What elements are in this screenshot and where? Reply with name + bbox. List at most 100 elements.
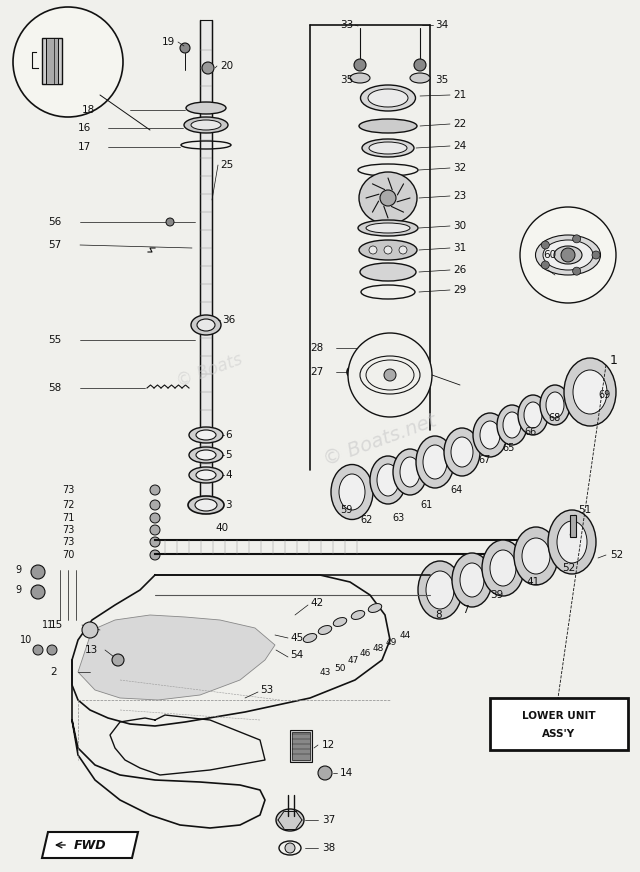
Bar — [200, 20, 212, 510]
Text: 47: 47 — [348, 656, 360, 664]
Text: 52: 52 — [610, 550, 623, 560]
Circle shape — [202, 62, 214, 74]
Circle shape — [561, 248, 575, 262]
Text: 28: 28 — [310, 343, 323, 353]
Ellipse shape — [522, 538, 550, 574]
Ellipse shape — [191, 120, 221, 130]
Circle shape — [380, 190, 396, 206]
Ellipse shape — [359, 172, 417, 224]
Circle shape — [573, 267, 580, 276]
Text: 44: 44 — [400, 630, 412, 639]
Circle shape — [520, 207, 616, 303]
Ellipse shape — [546, 392, 564, 418]
Ellipse shape — [359, 240, 417, 260]
Ellipse shape — [197, 319, 215, 331]
Text: 16: 16 — [78, 123, 92, 133]
Ellipse shape — [423, 445, 447, 479]
Text: 26: 26 — [453, 265, 467, 275]
Bar — [290, 730, 312, 762]
Ellipse shape — [480, 421, 500, 449]
Text: 23: 23 — [453, 191, 467, 201]
Text: 43: 43 — [320, 667, 332, 677]
Ellipse shape — [195, 499, 217, 511]
Text: LOWER UNIT: LOWER UNIT — [522, 711, 596, 721]
Text: 51: 51 — [578, 505, 591, 515]
Text: 21: 21 — [453, 90, 467, 100]
Circle shape — [285, 843, 295, 853]
Text: 8: 8 — [435, 610, 442, 620]
Text: 36: 36 — [222, 315, 236, 325]
Text: 11: 11 — [42, 620, 54, 630]
Ellipse shape — [276, 809, 304, 831]
Circle shape — [150, 485, 160, 495]
Text: 9: 9 — [15, 585, 21, 595]
Ellipse shape — [564, 358, 616, 426]
Ellipse shape — [318, 625, 332, 635]
Text: 32: 32 — [453, 163, 467, 173]
Ellipse shape — [347, 363, 377, 381]
Ellipse shape — [189, 447, 223, 463]
Text: 15: 15 — [50, 620, 63, 630]
Ellipse shape — [368, 603, 381, 612]
Text: 25: 25 — [220, 160, 233, 170]
Ellipse shape — [186, 102, 226, 114]
Text: ASS'Y: ASS'Y — [543, 729, 575, 739]
Text: 17: 17 — [78, 142, 92, 152]
Ellipse shape — [377, 464, 399, 496]
Text: 4: 4 — [225, 470, 232, 480]
Circle shape — [150, 525, 160, 535]
Text: 29: 29 — [453, 285, 467, 295]
Ellipse shape — [557, 521, 587, 563]
Ellipse shape — [540, 385, 570, 425]
Ellipse shape — [503, 412, 521, 438]
Ellipse shape — [452, 553, 492, 607]
Text: 2: 2 — [50, 667, 56, 677]
Circle shape — [13, 7, 123, 117]
Text: 1: 1 — [610, 353, 618, 366]
Ellipse shape — [189, 427, 223, 443]
Circle shape — [31, 565, 45, 579]
Text: 27: 27 — [310, 367, 323, 377]
Ellipse shape — [359, 119, 417, 133]
Ellipse shape — [451, 437, 473, 467]
Circle shape — [150, 500, 160, 510]
Text: 52: 52 — [562, 563, 575, 573]
Text: 48: 48 — [373, 644, 385, 652]
Text: 24: 24 — [453, 141, 467, 151]
Bar — [490, 698, 628, 750]
Text: 54: 54 — [290, 650, 303, 660]
Text: 65: 65 — [502, 443, 515, 453]
Circle shape — [47, 645, 57, 655]
Text: 72: 72 — [62, 500, 74, 510]
Ellipse shape — [482, 540, 524, 596]
Text: 53: 53 — [260, 685, 273, 695]
Circle shape — [592, 251, 600, 259]
Circle shape — [355, 365, 369, 379]
Ellipse shape — [196, 430, 216, 440]
Text: 55: 55 — [48, 335, 61, 345]
Circle shape — [384, 369, 396, 381]
Text: 62: 62 — [360, 515, 372, 525]
Ellipse shape — [303, 634, 317, 643]
Ellipse shape — [518, 395, 548, 435]
Text: 69: 69 — [598, 390, 611, 400]
Ellipse shape — [554, 246, 582, 264]
Circle shape — [573, 235, 580, 242]
Ellipse shape — [460, 563, 484, 597]
Ellipse shape — [543, 240, 593, 270]
Circle shape — [384, 246, 392, 254]
Text: 64: 64 — [450, 485, 462, 495]
Text: 71: 71 — [62, 513, 74, 523]
Text: 13: 13 — [85, 645, 99, 655]
Ellipse shape — [370, 456, 406, 504]
Text: 39: 39 — [490, 590, 503, 600]
Text: 40: 40 — [215, 523, 228, 533]
Ellipse shape — [416, 436, 454, 488]
Text: 12: 12 — [322, 740, 335, 750]
Ellipse shape — [331, 465, 373, 520]
Text: 34: 34 — [435, 20, 448, 30]
Text: 46: 46 — [360, 649, 371, 657]
Ellipse shape — [418, 561, 462, 619]
Circle shape — [399, 246, 407, 254]
Text: 20: 20 — [220, 61, 233, 71]
